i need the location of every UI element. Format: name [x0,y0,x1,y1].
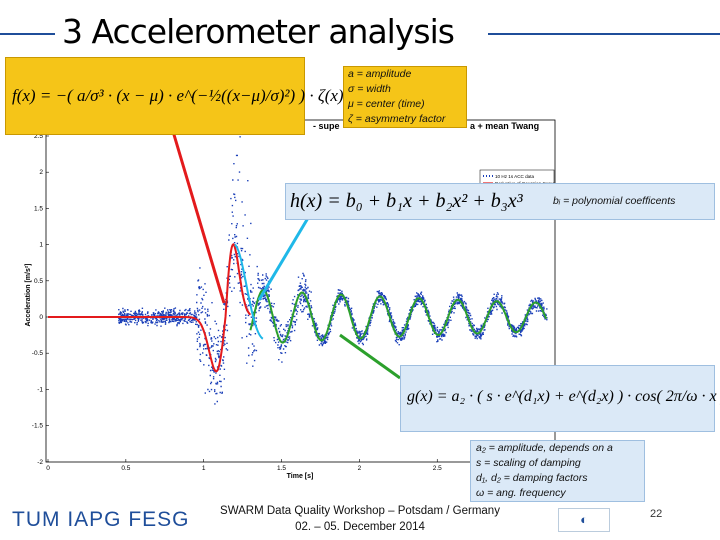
definition: σ = width [348,83,391,95]
x-tick-label: 0 [46,465,50,472]
definition: s = scaling of damping [476,457,581,469]
date: 02. – 05. December 2014 [295,521,425,533]
event: SWARM Data Quality Workshop – Potsdam / … [220,505,500,517]
note: bᵢ = polynomial coefficents [553,195,676,207]
formula-box: f(x) = −( a/σ³ · (x − μ) · e^(−½((x−μ)/σ… [5,57,344,135]
gaussian-curve [48,243,252,373]
title-rule [0,33,55,35]
x-tick-label: 1.5 [277,465,286,472]
formula: h(x) = b₀ + b₁x + b₂x² + b₃x³ [290,190,523,212]
x-axis-label: Time [s] [287,473,314,480]
y-tick-label: -1.5 [32,423,44,430]
logo: TUM IAPG FESG [12,508,190,531]
formula-box: g(x) = a₂ · ( s · e^(d₁x) + e^(d₂x) ) · … [400,365,720,432]
definition: a = amplitude [348,68,412,80]
definition: ω = ang. frequency [476,487,566,499]
y-tick-label: 1 [39,242,43,249]
arrow [339,333,401,380]
page-number: 22 [650,508,663,520]
y-axis-label: Acceleration [m/s²] [25,263,32,326]
formula: f(x) = −( a/σ³ · (x − μ) · e^(−½((x−μ)/σ… [12,86,344,105]
x-tick-label: 1 [202,465,206,472]
damped-oscillation [249,289,548,344]
y-tick-label: 2.5 [34,133,43,140]
x-tick-label: 2.5 [433,465,442,472]
definition: a₂ = amplitude, depends on a [476,442,613,454]
y-tick-label: -2 [37,459,43,466]
y-tick-label: 0 [39,314,43,321]
slide-title: 3 Accelerometer analysis [62,12,455,51]
title-rule [488,33,720,35]
formula: g(x) = a₂ · ( s · e^(d₁x) + e^(d₂x) ) · … [407,388,720,405]
formula-box: h(x) = b₀ + b₁x + b₂x² + b₃x³ bᵢ = polyn… [285,183,715,220]
plot-title: a + mean Twang [470,121,539,131]
x-tick-label: 0.5 [121,465,130,472]
polynomial-curve [234,243,264,340]
arrow [170,127,226,304]
definition: d₁, d₂ = damping factors [476,472,588,484]
plot-title: - supe [313,121,340,131]
y-tick-label: 0.5 [34,278,43,285]
y-tick-label: 1.5 [34,205,43,212]
footer: SWARM Data Quality Workshop – Potsdam / … [190,505,530,533]
y-tick-label: -0.5 [32,350,44,357]
definition: μ = center (time) [348,98,425,110]
definitions: a₂ = amplitude, depends on a s = scaling… [470,440,645,502]
y-tick-label: -1 [37,386,43,393]
x-tick-label: 2 [358,465,362,472]
definition: ζ = asymmetry factor [348,113,446,125]
definitions: a = amplitude σ = width μ = center (time… [343,66,467,128]
gge-logo: ◐ [558,508,610,532]
y-tick-label: 2 [39,169,43,176]
arrow [257,217,310,301]
legend-label: 10 Hz 1s ACC data [495,174,535,179]
